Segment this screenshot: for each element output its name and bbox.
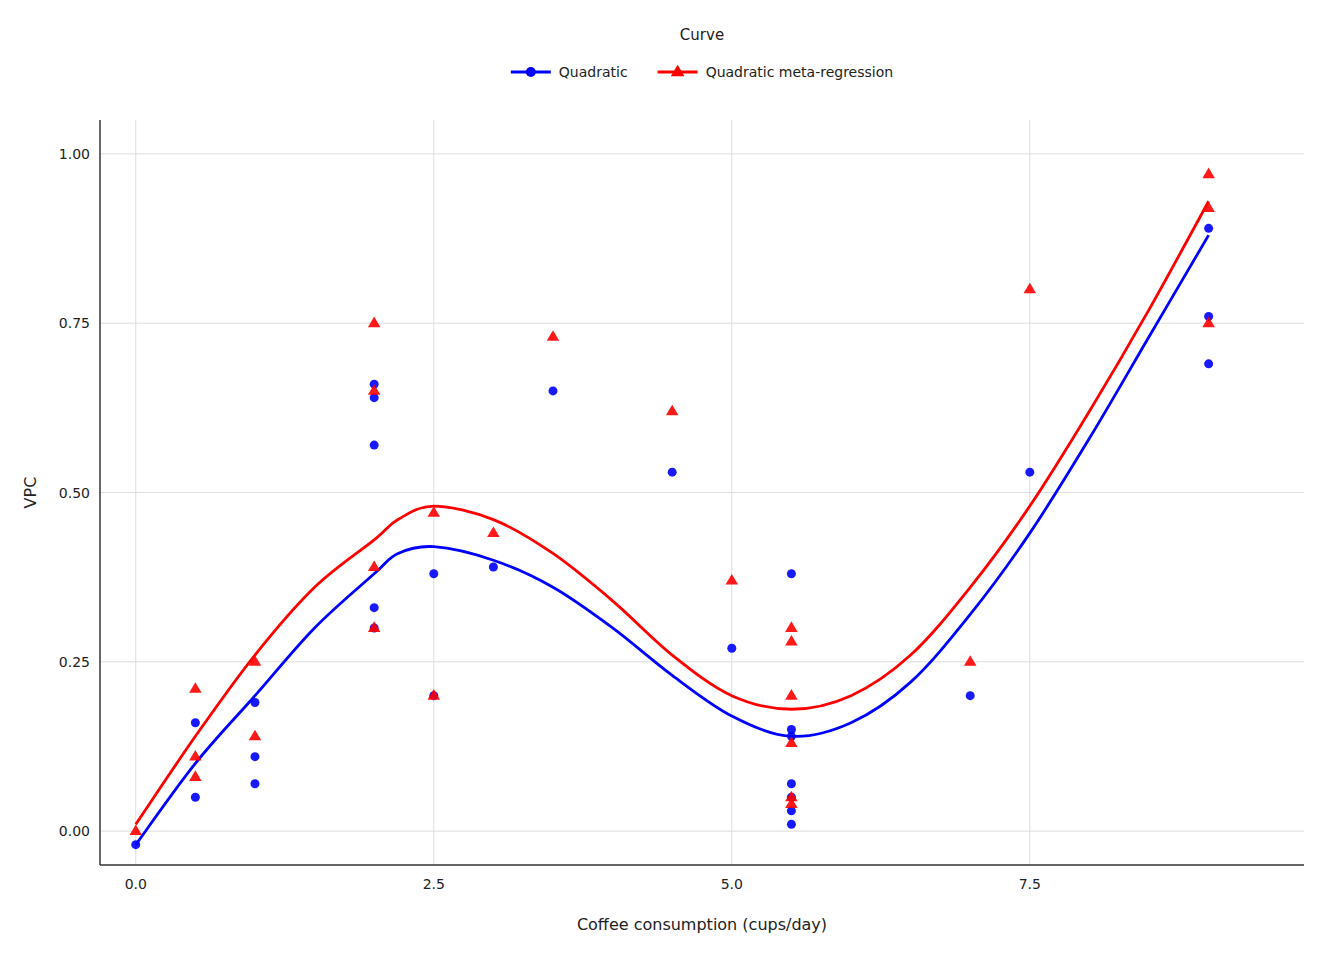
x-tick-label: 7.5 bbox=[1019, 876, 1041, 892]
point bbox=[429, 569, 438, 578]
point bbox=[370, 603, 379, 612]
point bbox=[129, 825, 142, 836]
point bbox=[368, 560, 381, 571]
grid-line-y bbox=[100, 153, 1304, 154]
point bbox=[785, 621, 798, 632]
point bbox=[249, 655, 262, 666]
point bbox=[547, 330, 560, 341]
point bbox=[666, 405, 679, 416]
point bbox=[1202, 168, 1215, 179]
chart: 0.0 2.5 5.0 7.5 0.00 0.25 0.50 0.75 1.00 Coffee c… bbox=[0, 0, 1344, 960]
point bbox=[785, 689, 798, 700]
x-axis-label: Coffee consumption (cups/day) bbox=[577, 915, 827, 934]
grid-line-y bbox=[100, 492, 1304, 493]
legend-title: Curve bbox=[680, 26, 724, 44]
point bbox=[787, 779, 796, 788]
point bbox=[787, 725, 796, 734]
grid-line-y bbox=[100, 661, 1304, 662]
point bbox=[249, 730, 262, 741]
point bbox=[368, 384, 381, 395]
y-tick-label: 0.75 bbox=[59, 315, 90, 331]
point bbox=[787, 820, 796, 829]
point bbox=[785, 736, 798, 747]
point bbox=[1024, 283, 1037, 294]
y-tick-label: 0.25 bbox=[59, 654, 90, 670]
legend-marker bbox=[671, 65, 685, 77]
legend-entry: Quadratic bbox=[511, 64, 628, 80]
point bbox=[787, 569, 796, 578]
x-tick-label: 5.0 bbox=[721, 876, 743, 892]
point bbox=[785, 635, 798, 646]
point bbox=[785, 791, 798, 802]
point bbox=[191, 718, 200, 727]
point bbox=[966, 691, 975, 700]
point bbox=[727, 644, 736, 653]
point bbox=[548, 386, 557, 395]
x-tick-label: 0.0 bbox=[125, 876, 147, 892]
point bbox=[189, 750, 202, 761]
y-axis-line bbox=[99, 120, 101, 865]
point bbox=[1204, 224, 1213, 233]
point bbox=[1204, 359, 1213, 368]
x-axis-line bbox=[100, 864, 1304, 866]
point bbox=[250, 779, 259, 788]
tick-labels: 0.0 2.5 5.0 7.5 0.00 0.25 0.50 0.75 1.00 bbox=[59, 146, 1041, 892]
plot-area bbox=[129, 168, 1214, 850]
point bbox=[1202, 317, 1215, 328]
point bbox=[726, 574, 739, 585]
point bbox=[489, 563, 498, 572]
point bbox=[189, 770, 202, 781]
legend: Curve Quadratic Quadratic meta-regression bbox=[511, 26, 893, 80]
point bbox=[1025, 468, 1034, 477]
point bbox=[1202, 201, 1215, 212]
point bbox=[189, 682, 202, 693]
curve bbox=[136, 201, 1209, 824]
x-tick-label: 2.5 bbox=[423, 876, 445, 892]
point bbox=[191, 793, 200, 802]
grid-line-y bbox=[100, 831, 1304, 832]
grid-line-y bbox=[100, 323, 1304, 324]
point bbox=[428, 506, 441, 517]
point bbox=[428, 689, 441, 700]
legend-label: Quadratic bbox=[559, 64, 628, 80]
point bbox=[668, 468, 677, 477]
point bbox=[370, 441, 379, 450]
legend-label: Quadratic meta-regression bbox=[706, 64, 894, 80]
point bbox=[131, 840, 140, 849]
grid bbox=[100, 120, 1304, 865]
point bbox=[487, 527, 500, 538]
point bbox=[368, 621, 381, 632]
y-tick-label: 0.50 bbox=[59, 485, 90, 501]
y-tick-label: 0.00 bbox=[59, 823, 90, 839]
point bbox=[964, 655, 977, 666]
y-axis-label: VPC bbox=[21, 477, 40, 509]
legend-entry: Quadratic meta-regression bbox=[658, 64, 894, 80]
curve bbox=[136, 235, 1209, 845]
legend-marker bbox=[526, 67, 536, 77]
point bbox=[250, 752, 259, 761]
point bbox=[368, 317, 381, 328]
y-tick-label: 1.00 bbox=[59, 146, 90, 162]
point bbox=[250, 698, 259, 707]
